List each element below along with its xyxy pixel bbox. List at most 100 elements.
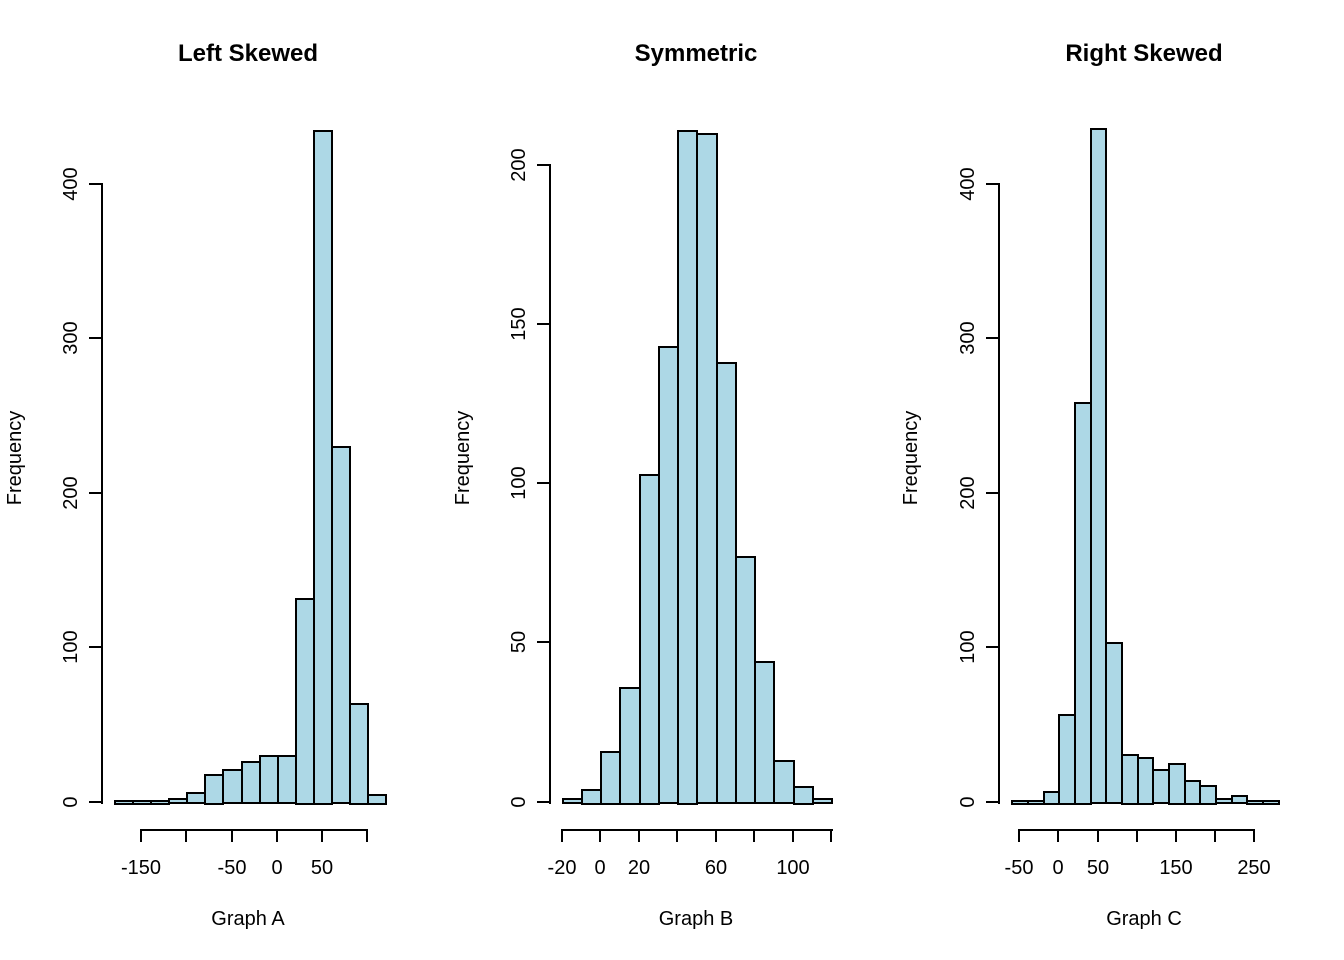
y-tick bbox=[986, 337, 998, 339]
x-tick-label: -50 bbox=[217, 857, 247, 879]
histogram-bar bbox=[716, 362, 737, 804]
chart-title: Right Skewed bbox=[1065, 40, 1223, 67]
y-tick bbox=[537, 482, 549, 484]
y-tick-label: 100 bbox=[60, 630, 82, 664]
x-tick-label: 250 bbox=[1237, 857, 1271, 879]
y-tick-label: 400 bbox=[60, 167, 82, 201]
x-axis-line bbox=[140, 829, 368, 831]
x-tick bbox=[753, 830, 755, 842]
y-tick bbox=[537, 164, 549, 166]
y-tick-label: 50 bbox=[508, 630, 530, 654]
y-tick bbox=[537, 641, 549, 643]
x-tick-label: -20 bbox=[547, 857, 577, 879]
y-tick-label: 400 bbox=[957, 167, 979, 201]
x-tick bbox=[638, 830, 640, 842]
y-tick bbox=[89, 646, 101, 648]
histogram-bar bbox=[186, 792, 206, 804]
y-tick bbox=[89, 337, 101, 339]
x-tick-label: 100 bbox=[776, 857, 810, 879]
histogram-bar bbox=[639, 474, 660, 805]
y-tick bbox=[986, 646, 998, 648]
x-tick bbox=[231, 830, 233, 842]
y-tick-label: 200 bbox=[957, 476, 979, 510]
x-tick-label: 150 bbox=[1159, 857, 1193, 879]
x-tick-label: 60 bbox=[704, 857, 728, 879]
histogram-bar bbox=[150, 800, 170, 805]
histogram-bar bbox=[295, 598, 315, 805]
histogram-bar bbox=[1090, 128, 1107, 804]
histogram-bar bbox=[754, 661, 775, 804]
y-tick-label: 200 bbox=[60, 476, 82, 510]
x-tick bbox=[676, 830, 678, 842]
plot-area: 0 100 200 300 400 -150 -50 0 50 bbox=[0, 0, 448, 960]
x-axis-line bbox=[561, 829, 833, 831]
x-tick bbox=[1097, 830, 1099, 842]
x-tick-label: 50 bbox=[310, 857, 334, 879]
x-tick bbox=[830, 830, 832, 842]
x-tick-label: 0 bbox=[271, 857, 283, 879]
y-tick-label: 100 bbox=[508, 466, 530, 500]
histogram-bar bbox=[735, 556, 756, 804]
histogram-bar bbox=[277, 755, 297, 804]
histogram-bar bbox=[1199, 785, 1217, 805]
panel-right-skewed: Right Skewed Frequency Graph C 0 100 200 30… bbox=[896, 0, 1344, 960]
x-tick bbox=[599, 830, 601, 842]
histogram-bar bbox=[331, 446, 351, 804]
x-tick bbox=[276, 830, 278, 842]
x-tick bbox=[1175, 830, 1177, 842]
histogram-bar bbox=[367, 794, 387, 805]
x-tick bbox=[1057, 830, 1059, 842]
histogram-bar bbox=[793, 786, 814, 805]
histogram-bar bbox=[204, 774, 224, 805]
y-tick-label: 0 bbox=[60, 796, 82, 808]
x-tick-label: -50 bbox=[1004, 857, 1034, 879]
chart-title: Symmetric bbox=[634, 40, 758, 67]
histogram-bar bbox=[349, 703, 369, 805]
plot-area: 0 100 200 300 400 -50 0 50 150 250 bbox=[896, 0, 1344, 960]
histogram-bar bbox=[581, 789, 602, 805]
histogram-bar bbox=[812, 798, 833, 804]
histogram-bar bbox=[600, 751, 621, 805]
y-tick-label: 200 bbox=[508, 148, 530, 182]
x-axis-label: Graph A bbox=[211, 908, 285, 930]
x-axis-label: Graph C bbox=[1106, 908, 1182, 930]
y-tick bbox=[537, 801, 549, 803]
histogram-bar bbox=[658, 346, 679, 804]
histogram-bar bbox=[1231, 795, 1248, 804]
y-tick bbox=[986, 492, 998, 494]
y-tick bbox=[537, 323, 549, 325]
y-axis-line bbox=[549, 164, 551, 804]
x-axis-label: Graph B bbox=[658, 908, 734, 930]
y-tick bbox=[89, 183, 101, 185]
x-tick bbox=[1214, 830, 1216, 842]
histogram-bar bbox=[168, 798, 188, 804]
histogram-bar bbox=[1262, 800, 1280, 805]
y-tick-label: 100 bbox=[957, 630, 979, 664]
panel-left-skewed: Left Skewed Frequency Graph A 0 100 200 300… bbox=[0, 0, 448, 960]
x-tick bbox=[715, 830, 717, 842]
x-tick bbox=[1136, 830, 1138, 842]
x-tick bbox=[321, 830, 323, 842]
histogram-bar bbox=[1105, 642, 1123, 804]
histogram-bar bbox=[677, 130, 698, 805]
y-tick bbox=[89, 492, 101, 494]
y-tick-label: 300 bbox=[957, 321, 979, 355]
y-tick-label: 150 bbox=[508, 307, 530, 341]
y-axis-line bbox=[998, 183, 1000, 804]
y-tick-label: 0 bbox=[508, 796, 530, 808]
y-tick bbox=[986, 183, 998, 185]
x-tick bbox=[1253, 830, 1255, 842]
x-tick bbox=[140, 830, 142, 842]
x-tick-label: 50 bbox=[1086, 857, 1110, 879]
x-tick bbox=[561, 830, 563, 842]
y-tick bbox=[986, 801, 998, 803]
x-tick-label: 0 bbox=[1052, 857, 1064, 879]
y-tick-label: 0 bbox=[957, 796, 979, 808]
panel-symmetric: Symmetric Frequency Graph B 0 50 100 150 200… bbox=[448, 0, 896, 960]
y-tick bbox=[89, 801, 101, 803]
histogram-bar bbox=[222, 769, 243, 804]
histogram-bar bbox=[696, 133, 718, 804]
y-tick-label: 300 bbox=[60, 321, 82, 355]
histogram-bar bbox=[562, 798, 583, 804]
